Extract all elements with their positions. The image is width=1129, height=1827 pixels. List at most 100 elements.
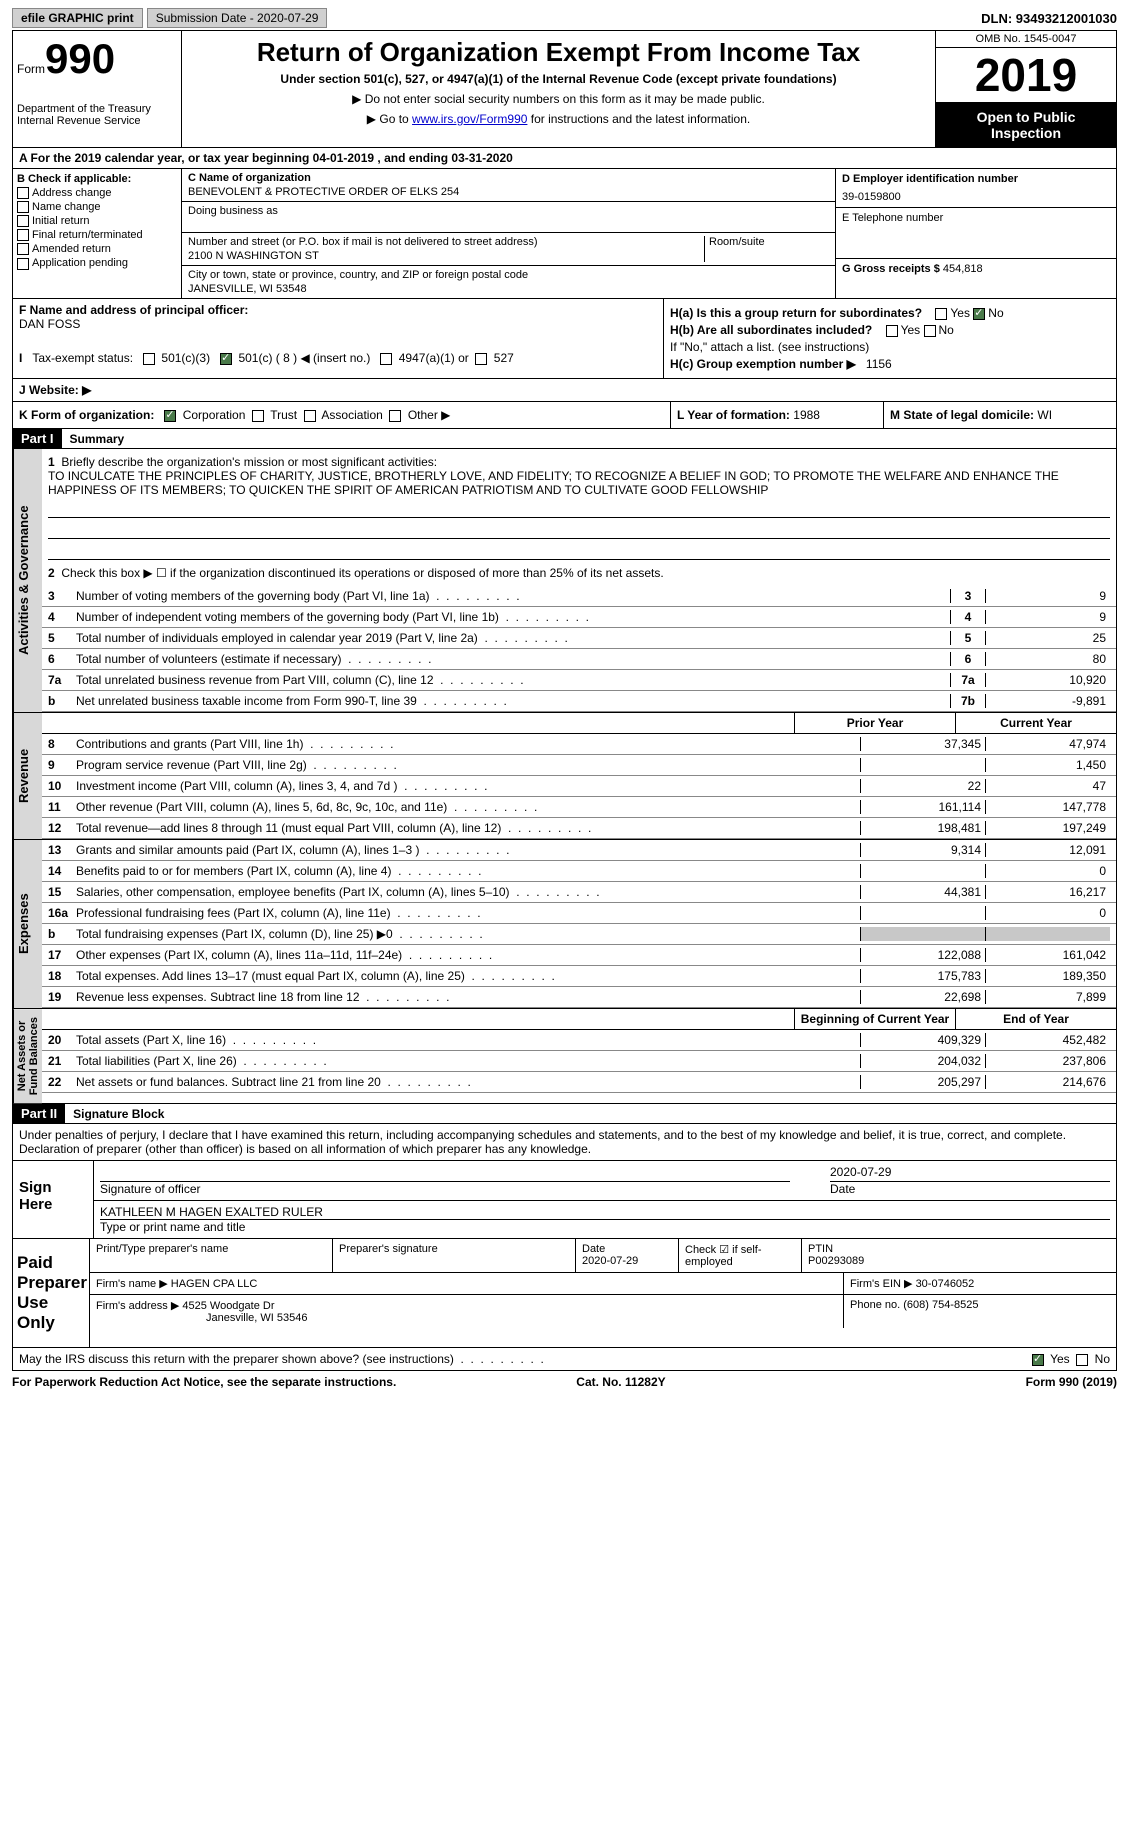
period-a: A For the 2019 calendar year, or tax yea… xyxy=(19,151,313,165)
i-o3: 4947(a)(1) or xyxy=(399,351,469,365)
hb-label: H(b) Are all subordinates included? xyxy=(670,323,872,337)
firm-addr-label: Firm's address ▶ xyxy=(96,1300,179,1312)
i-o1: 501(c)(3) xyxy=(161,351,210,365)
prep-h1: Print/Type preparer's name xyxy=(90,1239,333,1272)
cb-501c3[interactable] xyxy=(143,353,155,365)
paid-preparer-label: Paid Preparer Use Only xyxy=(13,1239,90,1347)
side-netassets: Net Assets or Fund Balances xyxy=(13,1009,42,1103)
cb-discuss-no[interactable] xyxy=(1076,1354,1088,1366)
cb-amended[interactable] xyxy=(17,243,29,255)
i-o4: 527 xyxy=(494,351,514,365)
cb-other[interactable] xyxy=(389,410,401,422)
cb-hb-yes[interactable] xyxy=(886,325,898,337)
period-c: , and ending xyxy=(374,151,451,165)
subtitle: Under section 501(c), 527, or 4947(a)(1)… xyxy=(188,72,929,86)
f-officer-label: F Name and address of principal officer: xyxy=(19,303,248,317)
firm-addr: 4525 Woodgate Dr xyxy=(182,1300,274,1312)
b-item-4: Amended return xyxy=(32,243,111,255)
dln: DLN: 93493212001030 xyxy=(981,11,1117,26)
dept: Department of the Treasury Internal Reve… xyxy=(17,103,177,127)
ptin: P00293089 xyxy=(808,1255,864,1267)
firm-name: HAGEN CPA LLC xyxy=(171,1278,258,1290)
state-domicile: WI xyxy=(1037,408,1052,422)
hb-no: No xyxy=(939,323,954,337)
k-label: K Form of organization: xyxy=(19,408,154,422)
k-o4: Other ▶ xyxy=(408,408,451,422)
discuss-no: No xyxy=(1095,1352,1110,1366)
side-expenses: Expenses xyxy=(13,840,42,1008)
mission: TO INCULCATE THE PRINCIPLES OF CHARITY, … xyxy=(48,469,1059,497)
b-item-1: Name change xyxy=(32,201,101,213)
cb-app-pending[interactable] xyxy=(17,258,29,270)
irs-link[interactable]: www.irs.gov/Form990 xyxy=(412,112,527,126)
sig-officer-label: Signature of officer xyxy=(100,1182,201,1196)
firm-name-label: Firm's name ▶ xyxy=(96,1278,168,1290)
perjury-decl: Under penalties of perjury, I declare th… xyxy=(12,1124,1117,1161)
footer-cat: Cat. No. 11282Y xyxy=(576,1375,665,1389)
l-label: L Year of formation: xyxy=(677,408,790,422)
officer-printed-name: KATHLEEN M HAGEN EXALTED RULER xyxy=(100,1205,1110,1220)
hdr-current-year: Current Year xyxy=(955,713,1116,733)
h-nolist: If "No," attach a list. (see instruction… xyxy=(670,340,1110,354)
city-label: City or town, state or province, country… xyxy=(188,269,829,281)
note-2b: for instructions and the latest informat… xyxy=(527,112,750,126)
hdr-prior-year: Prior Year xyxy=(794,713,955,733)
ha-label: H(a) Is this a group return for subordin… xyxy=(670,306,922,320)
year-formation: 1988 xyxy=(793,408,820,422)
g-receipts-label: G Gross receipts $ xyxy=(842,263,940,275)
cb-discuss-yes[interactable] xyxy=(1032,1354,1044,1366)
prep-h2: Preparer's signature xyxy=(333,1239,576,1272)
section-b-label: B Check if applicable: xyxy=(17,173,177,185)
tax-year: 2019 xyxy=(936,48,1116,103)
cb-ha-no[interactable] xyxy=(973,308,985,320)
part2-title: Signature Block xyxy=(65,1105,172,1123)
b-item-5: Application pending xyxy=(32,257,128,269)
cb-527[interactable] xyxy=(475,353,487,365)
org-name: BENEVOLENT & PROTECTIVE ORDER OF ELKS 25… xyxy=(188,186,829,198)
street-address: 2100 N WASHINGTON ST xyxy=(188,250,704,262)
c-name-label: C Name of organization xyxy=(188,172,829,184)
note-1: ▶ Do not enter social security numbers o… xyxy=(188,92,929,106)
b-item-0: Address change xyxy=(32,187,112,199)
cb-final-return[interactable] xyxy=(17,229,29,241)
firm-city: Janesville, WI 53546 xyxy=(206,1312,308,1324)
sig-date-label: Date xyxy=(830,1182,855,1196)
ptin-label: PTIN xyxy=(808,1243,833,1255)
k-o3: Association xyxy=(321,408,382,422)
dba-label: Doing business as xyxy=(188,205,829,217)
gross-receipts: 454,818 xyxy=(943,263,983,275)
cb-hb-no[interactable] xyxy=(924,325,936,337)
addr-label: Number and street (or P.O. box if mail i… xyxy=(188,236,704,248)
cb-assoc[interactable] xyxy=(304,410,316,422)
cb-ha-yes[interactable] xyxy=(935,308,947,320)
prep-self-emp: Check ☑ if self-employed xyxy=(679,1239,802,1272)
ein: 39-0159800 xyxy=(842,191,1110,203)
cb-address-change[interactable] xyxy=(17,187,29,199)
firm-ein-label: Firm's EIN ▶ xyxy=(850,1278,913,1290)
i-o2: 501(c) ( 8 ) ◀ (insert no.) xyxy=(238,351,370,365)
cb-4947[interactable] xyxy=(380,353,392,365)
note-2a: ▶ Go to xyxy=(367,112,412,126)
cb-corp[interactable] xyxy=(164,410,176,422)
discuss-q: May the IRS discuss this return with the… xyxy=(19,1352,454,1366)
efile-button[interactable]: efile GRAPHIC print xyxy=(12,8,143,28)
m-label: M State of legal domicile: xyxy=(890,408,1034,422)
hdr-end-year: End of Year xyxy=(955,1009,1116,1029)
part1-title: Summary xyxy=(62,430,133,448)
b-item-2: Initial return xyxy=(32,215,89,227)
cb-trust[interactable] xyxy=(252,410,264,422)
d-ein-label: D Employer identification number xyxy=(842,173,1110,185)
e-phone-label: E Telephone number xyxy=(842,212,1110,224)
room-label: Room/suite xyxy=(704,236,829,262)
cb-name-change[interactable] xyxy=(17,201,29,213)
cb-initial-return[interactable] xyxy=(17,215,29,227)
part2-hdr: Part II xyxy=(13,1104,65,1123)
firm-phone-label: Phone no. xyxy=(850,1299,900,1311)
period-end: 03-31-2020 xyxy=(451,151,512,165)
ha-yes: Yes xyxy=(950,306,970,320)
city-state-zip: JANESVILLE, WI 53548 xyxy=(188,283,829,295)
footer-right: Form 990 (2019) xyxy=(1026,1375,1117,1389)
cb-501c[interactable] xyxy=(220,353,232,365)
omb: OMB No. 1545-0047 xyxy=(936,31,1116,48)
firm-ein: 30-0746052 xyxy=(916,1278,975,1290)
